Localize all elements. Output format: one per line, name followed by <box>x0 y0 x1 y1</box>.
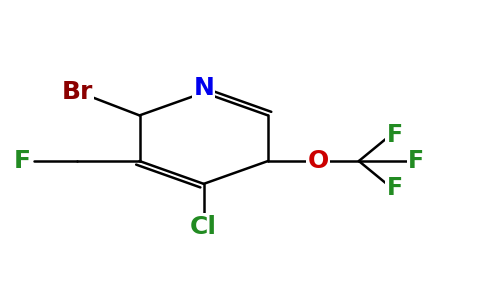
Text: F: F <box>387 176 403 200</box>
Text: O: O <box>307 149 329 173</box>
Text: Cl: Cl <box>190 214 217 239</box>
Text: Br: Br <box>61 80 93 104</box>
Text: F: F <box>14 149 31 173</box>
Text: F: F <box>387 122 403 146</box>
Text: F: F <box>408 149 424 173</box>
Text: N: N <box>193 76 214 100</box>
